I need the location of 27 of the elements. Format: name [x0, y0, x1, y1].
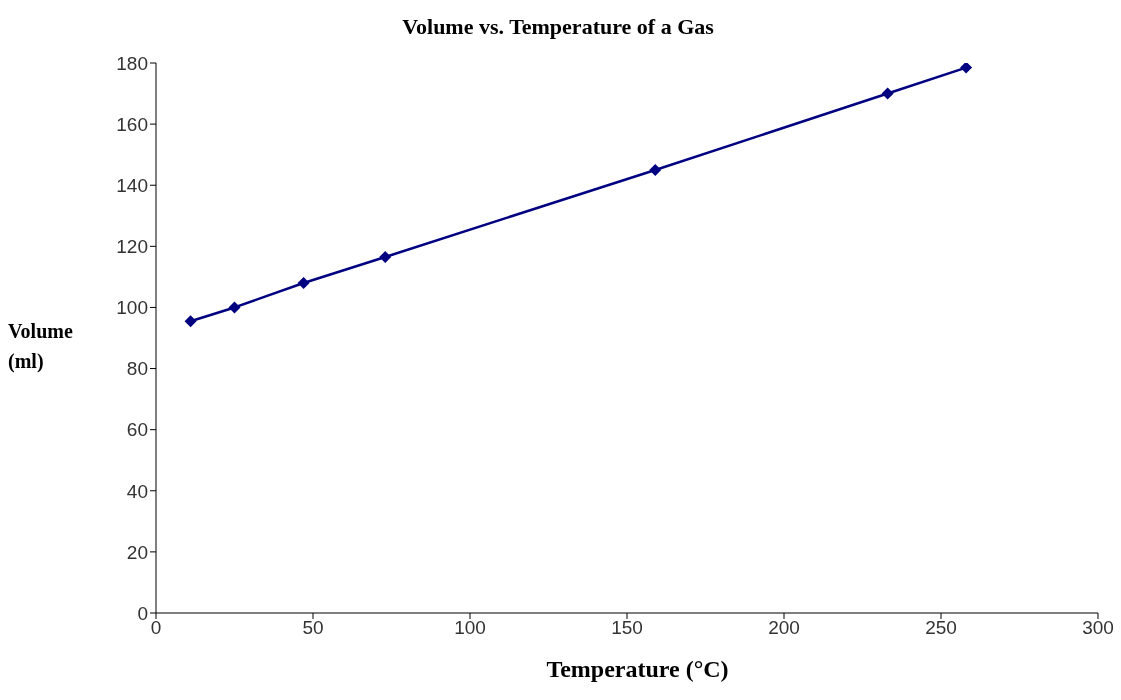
y-tick-label: 20 — [126, 541, 148, 563]
y-tick-label: 60 — [126, 419, 148, 441]
y-tick-label: 0 — [137, 602, 148, 624]
x-tick-label: 50 — [302, 617, 324, 639]
y-tick-label: 180 — [116, 52, 148, 74]
x-tick-label: 150 — [611, 617, 643, 639]
x-tick-label: 250 — [925, 617, 957, 639]
x-axis-title: Temperature (°C) — [545, 656, 730, 683]
y-tick-label: 160 — [116, 113, 148, 135]
y-tick-label: 80 — [126, 358, 148, 380]
point — [184, 315, 197, 328]
y-axis-title: Volume (ml) — [8, 319, 74, 375]
x-tick-label: 300 — [1082, 617, 1114, 639]
y-tick-label: 100 — [116, 297, 148, 319]
point — [379, 251, 392, 264]
x-tick-label: 100 — [454, 617, 486, 639]
x-tick-label: 200 — [768, 617, 800, 639]
point — [649, 163, 662, 176]
x-tick-label: 0 — [150, 617, 162, 639]
point — [297, 277, 310, 289]
y-tick-label: 120 — [116, 236, 148, 258]
y-tick-label: 140 — [116, 174, 148, 196]
y-tick-label: 40 — [126, 480, 148, 502]
point — [228, 301, 241, 314]
point — [881, 87, 894, 100]
chart-title: Volume vs. Temperature of a Gas — [401, 14, 715, 40]
point — [960, 63, 973, 74]
